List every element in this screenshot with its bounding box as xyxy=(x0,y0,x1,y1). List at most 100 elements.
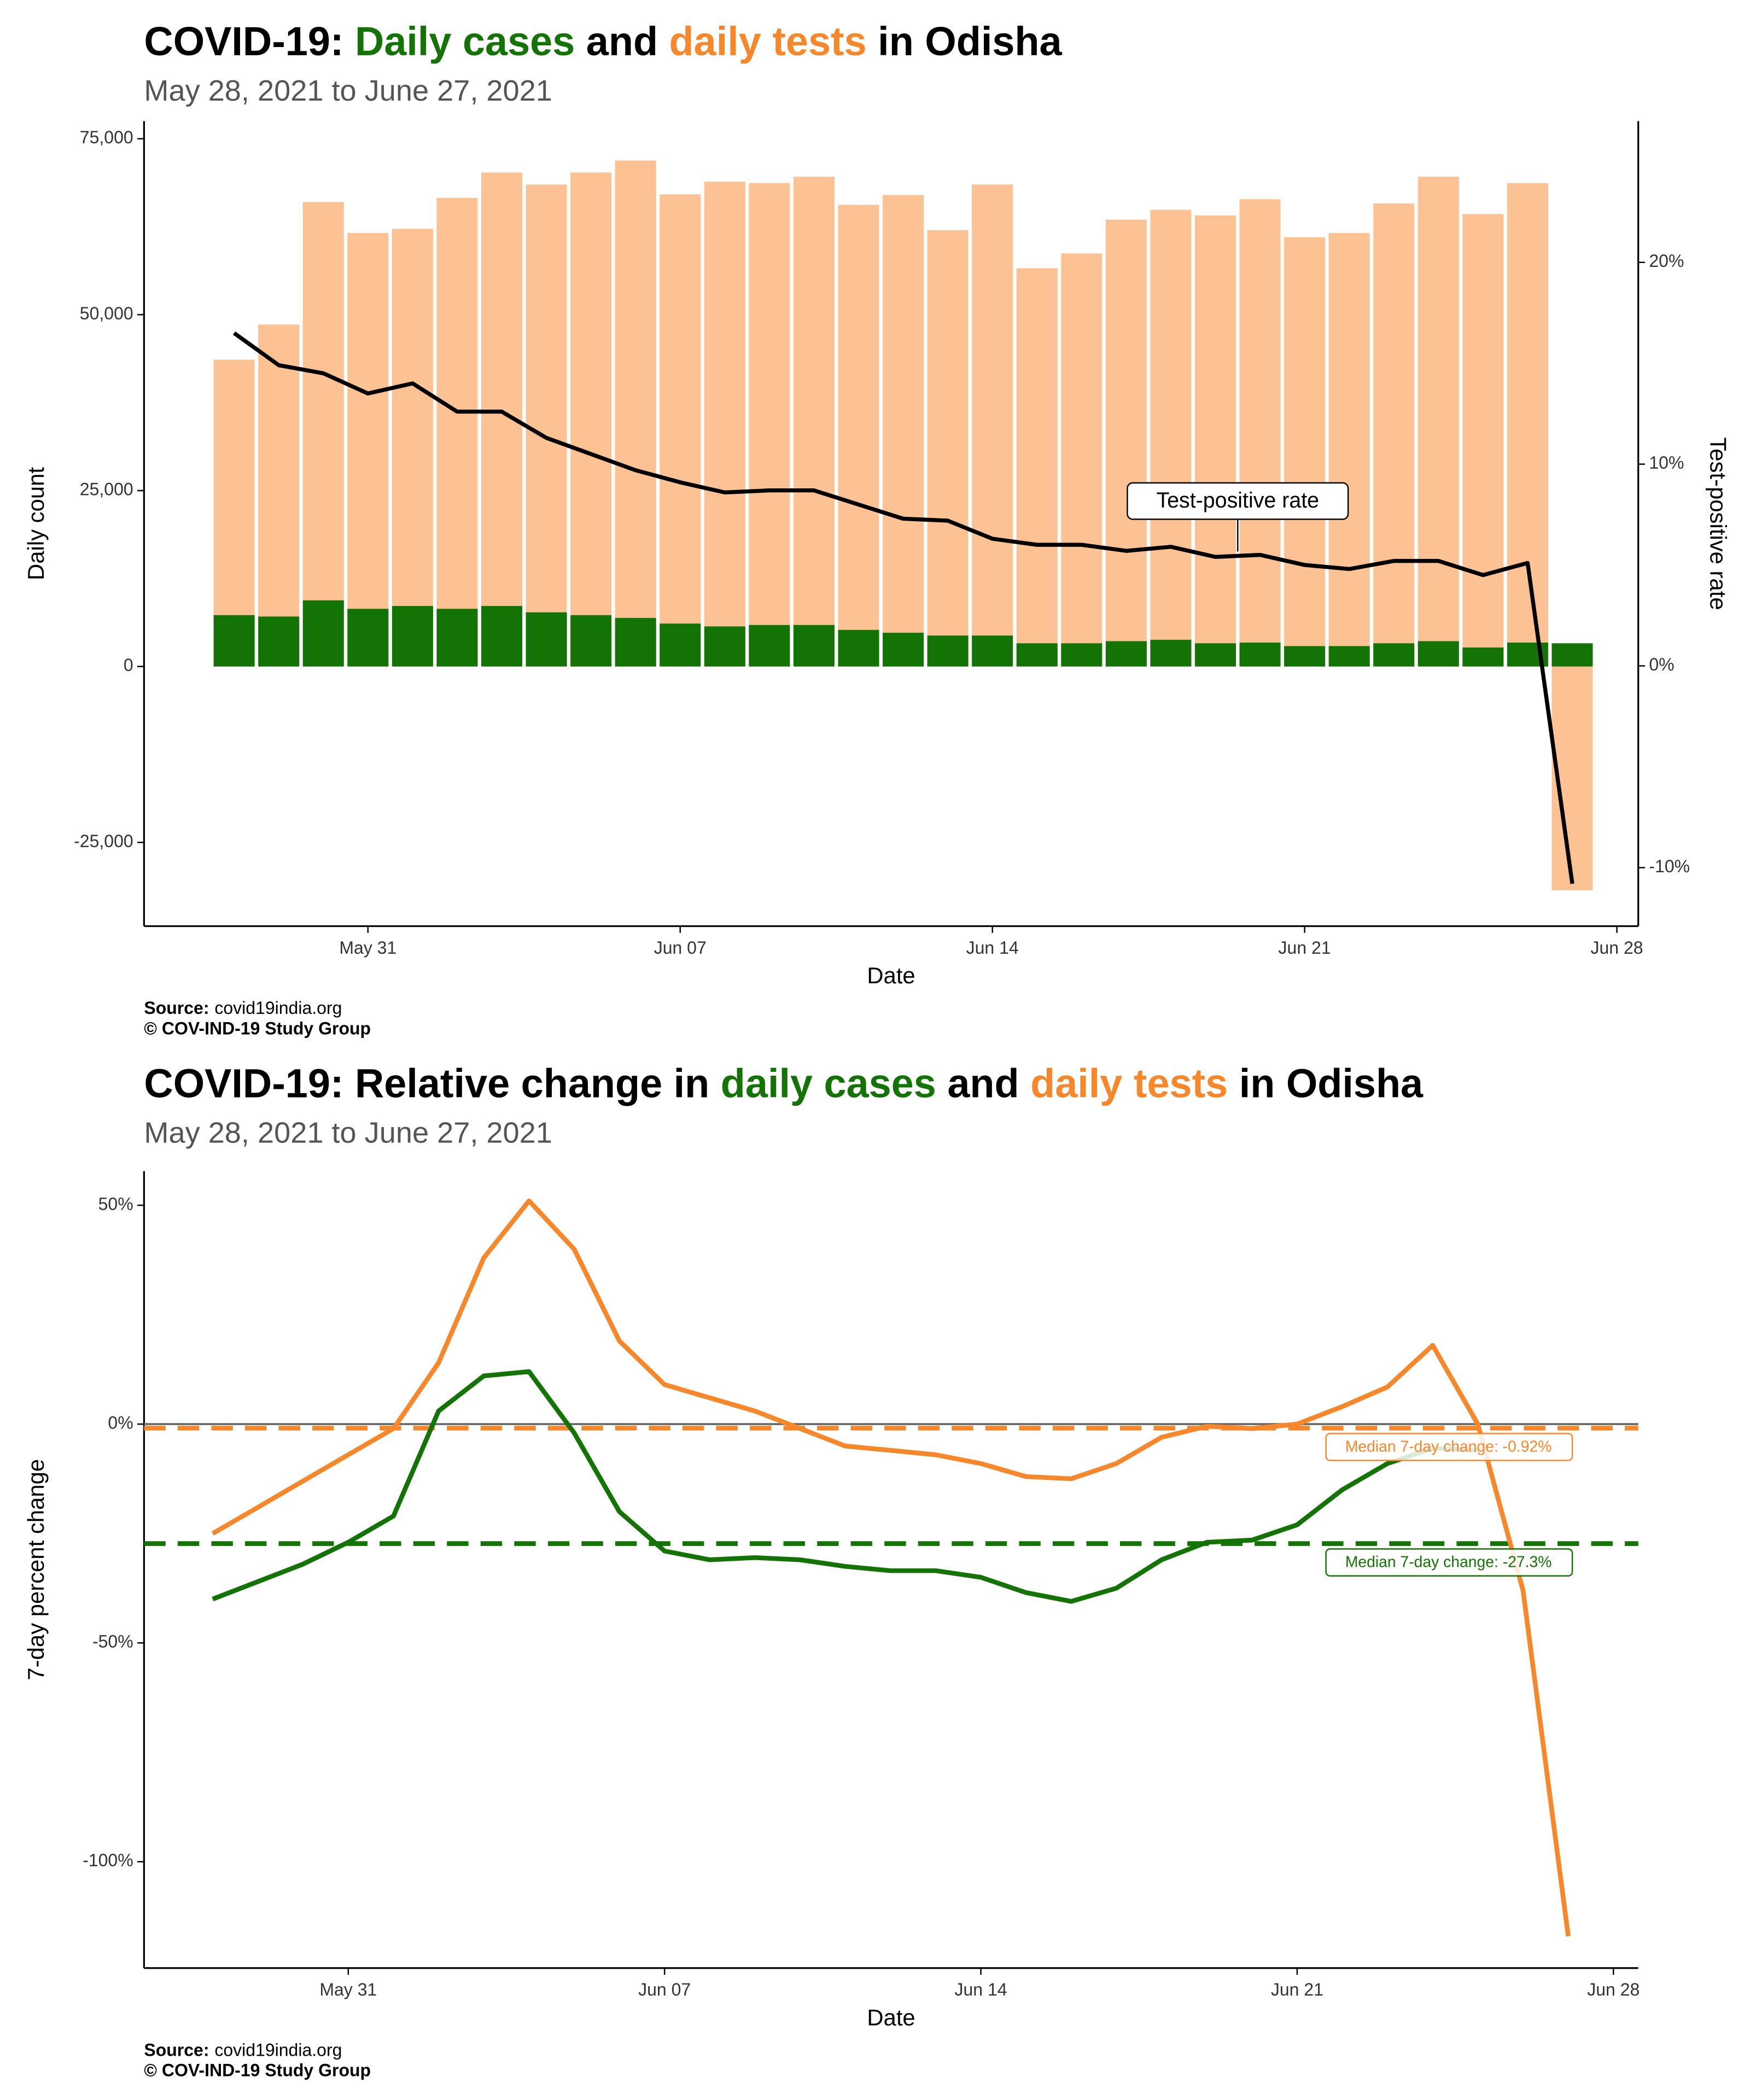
bar xyxy=(1016,268,1058,667)
bar xyxy=(526,612,567,667)
bar xyxy=(1462,214,1504,667)
bar xyxy=(1061,643,1102,667)
chart-subtitle: May 28, 2021 to June 27, 2021 xyxy=(144,1116,552,1149)
bar xyxy=(1239,642,1281,667)
bar xyxy=(1462,648,1504,667)
bar xyxy=(526,184,567,667)
x-tick-label: May 31 xyxy=(319,1980,377,1999)
title-part: and xyxy=(575,19,669,64)
bar xyxy=(1373,643,1415,667)
bar xyxy=(302,202,344,667)
bar xyxy=(883,632,924,667)
data-line xyxy=(211,1198,1571,1936)
bar xyxy=(1507,183,1548,667)
median-label-box xyxy=(1325,1433,1573,1461)
bar xyxy=(1150,639,1192,667)
bar xyxy=(838,629,879,667)
bar xyxy=(883,195,924,667)
x-tick-label: Jun 28 xyxy=(1591,938,1643,958)
y2-tick-label: 0% xyxy=(1649,655,1674,674)
bar xyxy=(302,600,344,667)
y2-tick-label: 10% xyxy=(1649,453,1684,472)
y-axis-title: 7-day percent change xyxy=(23,1459,49,1681)
bar xyxy=(1284,646,1326,667)
bar xyxy=(570,172,612,667)
y-axis-title: Daily count xyxy=(23,467,49,580)
bar xyxy=(1418,177,1459,667)
x-tick-label: Jun 14 xyxy=(966,938,1019,958)
bar xyxy=(1105,219,1147,667)
y-tick-label: 50,000 xyxy=(80,304,133,323)
bar xyxy=(838,205,879,667)
chart-title: COVID-19: Relative change in daily cases… xyxy=(144,1060,1424,1106)
bar xyxy=(1328,233,1370,667)
bar xyxy=(347,609,389,667)
x-tick-label: Jun 21 xyxy=(1279,938,1331,958)
annotation: Test-positive rate xyxy=(1156,488,1319,512)
source: Source: covid19india.org xyxy=(144,2040,342,2060)
bar xyxy=(749,625,790,667)
median-label-box xyxy=(1325,1548,1573,1577)
credit: © COV-IND-19 Study Group xyxy=(144,2061,371,2080)
bar xyxy=(570,615,612,667)
y-tick-label: -50% xyxy=(92,1632,133,1652)
bar xyxy=(481,606,523,667)
bar xyxy=(258,324,300,667)
median-label: Median 7-day change: -27.3% xyxy=(1345,1553,1552,1571)
source-value: covid19india.org xyxy=(214,2040,342,2060)
bar xyxy=(793,177,835,667)
title-part: in Odisha xyxy=(1228,1060,1424,1106)
bar xyxy=(1016,643,1058,667)
bar xyxy=(392,229,433,667)
bar xyxy=(1194,215,1236,667)
y-tick-label: 0% xyxy=(108,1413,133,1433)
y-tick-label: 0 xyxy=(124,655,133,675)
bar xyxy=(1551,643,1593,667)
median-label: Median 7-day change: -0.92% xyxy=(1345,1438,1552,1455)
bar xyxy=(347,233,389,667)
x-tick-label: Jun 07 xyxy=(638,1980,691,1999)
x-tick-label: May 31 xyxy=(339,938,396,958)
bar xyxy=(749,183,790,667)
bar xyxy=(927,230,969,667)
y-tick-label: 75,000 xyxy=(80,127,133,147)
bar xyxy=(1061,253,1102,667)
bar xyxy=(392,606,433,667)
x-tick-label: Jun 07 xyxy=(654,938,707,958)
bar xyxy=(660,194,701,667)
bar xyxy=(615,160,656,667)
bar xyxy=(436,197,478,667)
x-tick-label: Jun 28 xyxy=(1587,1980,1640,1999)
title-part: daily cases xyxy=(721,1060,936,1106)
bar xyxy=(660,623,701,667)
annotation-box xyxy=(1127,482,1349,520)
chart-title: COVID-19: Daily cases and daily tests in… xyxy=(144,19,1062,64)
bar xyxy=(1418,641,1459,667)
bar xyxy=(704,626,745,667)
bar xyxy=(615,617,656,667)
data-line xyxy=(232,331,1574,884)
y2-tick-label: 20% xyxy=(1649,251,1684,271)
bar xyxy=(213,615,255,667)
bar xyxy=(972,635,1013,667)
title-part: and xyxy=(936,1060,1030,1106)
y2-axis-title: Test-positive rate xyxy=(1705,437,1731,610)
x-tick-label: Jun 21 xyxy=(1271,1980,1323,1999)
bar xyxy=(1105,641,1147,667)
bar xyxy=(1373,203,1415,667)
source-value: covid19india.org xyxy=(214,999,342,1018)
title-part: in Odisha xyxy=(867,19,1063,64)
title-part: COVID-19: xyxy=(144,19,355,64)
bar xyxy=(1194,643,1236,667)
bar xyxy=(1239,199,1281,667)
y-tick-label: 25,000 xyxy=(80,480,133,499)
y-tick-label: -100% xyxy=(83,1851,133,1870)
bar xyxy=(1328,646,1370,667)
bar xyxy=(972,184,1013,667)
bar xyxy=(1284,237,1326,667)
bar xyxy=(704,182,745,667)
source-label: Source: xyxy=(144,999,209,1018)
title-part: daily tests xyxy=(1030,1060,1228,1106)
